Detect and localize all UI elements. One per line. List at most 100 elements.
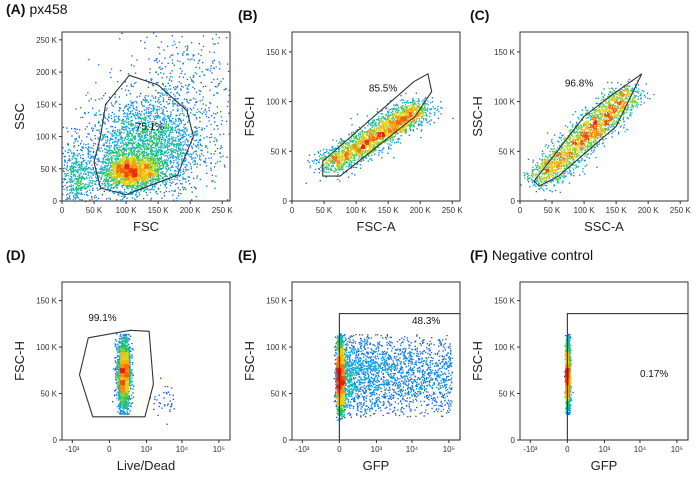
event-point [170,151,172,153]
event-point [75,166,77,168]
event-point [134,161,136,163]
event-point [99,180,101,183]
event-point [125,165,127,167]
event-point [144,175,146,178]
event-point [156,178,158,180]
event-point [147,158,149,160]
event-point [179,149,181,151]
event-point [114,154,116,157]
event-point [163,121,165,123]
event-point [219,160,221,162]
event-point [162,110,164,112]
event-point [200,129,203,131]
event-point [220,111,222,113]
event-point [62,126,65,129]
event-point [117,155,119,158]
event-point [148,122,150,124]
event-point [128,143,130,145]
event-point [157,117,159,119]
event-point [95,174,97,176]
event-point [152,164,154,166]
event-point [176,167,179,170]
event-point [95,196,97,198]
event-point [184,46,186,48]
event-point [100,168,102,171]
event-point [180,82,182,84]
event-point [176,110,178,112]
event-point [169,85,171,87]
event-point [185,127,187,129]
event-point [194,140,196,142]
event-point [150,182,152,185]
event-point [179,171,182,173]
event-point [109,139,112,141]
event-point [209,141,211,143]
event-point [220,145,222,147]
event-point [139,175,141,177]
event-point [159,116,161,118]
event-point [141,176,143,178]
event-point [128,174,130,176]
event-point [160,157,162,160]
y-tick-label: 200 K [36,68,58,77]
event-point [106,118,109,120]
event-point [74,140,76,142]
gate-polygon[interactable] [93,74,194,196]
event-point [67,172,69,174]
event-point [68,198,70,200]
event-point [166,142,169,144]
event-point [180,152,183,154]
event-point [91,184,93,187]
event-point [162,84,164,86]
event-point [145,181,147,184]
event-point [121,195,123,197]
event-point [134,178,136,180]
event-point [165,107,167,109]
event-point [122,169,125,171]
event-point [116,169,118,171]
event-point [143,181,145,183]
event-point [134,180,136,183]
event-point [150,158,152,160]
event-point [148,143,150,145]
event-point [112,175,114,178]
event-point [206,147,209,150]
event-point [96,179,98,182]
event-point [74,173,76,176]
event-point [76,155,78,157]
event-point [101,177,103,179]
event-point [101,175,103,177]
event-point [103,134,105,136]
event-point [133,101,135,103]
event-point [124,81,126,83]
scatter-points [62,32,230,203]
event-point [120,182,122,184]
event-point [106,198,108,200]
event-point [169,56,171,58]
event-point [94,170,97,173]
event-point [71,181,73,183]
event-point [157,169,160,171]
event-point [149,150,152,152]
event-point [151,140,154,142]
event-point [124,147,126,149]
event-point [154,200,157,202]
event-point [193,177,195,179]
event-point [126,118,128,120]
event-point [199,156,201,158]
event-point [72,169,75,171]
event-point [190,78,192,81]
event-point [145,171,147,173]
event-point [164,180,166,182]
event-point [210,65,213,67]
event-point [108,140,111,142]
event-point [158,138,161,140]
event-point [123,158,125,161]
event-point [107,138,109,140]
event-point [113,178,115,180]
event-point [97,189,99,191]
event-point [150,99,152,102]
event-point [211,81,213,83]
event-point [122,184,124,186]
event-point [152,139,154,142]
